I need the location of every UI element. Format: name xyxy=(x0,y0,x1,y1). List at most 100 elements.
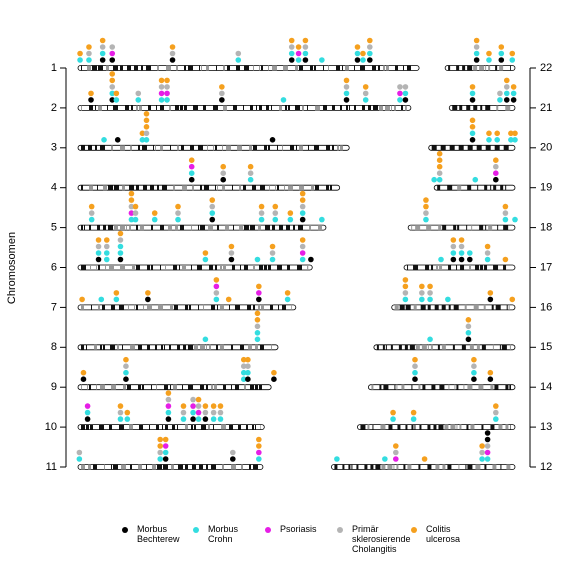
band xyxy=(160,105,164,111)
band xyxy=(252,185,256,191)
band xyxy=(381,464,386,470)
band xyxy=(211,304,215,310)
band xyxy=(427,344,429,350)
locus-dot xyxy=(109,77,116,84)
band xyxy=(253,304,255,310)
locus-dot xyxy=(436,157,443,163)
band xyxy=(278,304,279,310)
band xyxy=(314,145,319,151)
locus-dot xyxy=(247,176,254,183)
locus-dot xyxy=(269,137,276,143)
band xyxy=(177,344,180,350)
band xyxy=(506,464,511,470)
band xyxy=(499,344,501,350)
band xyxy=(215,145,217,151)
locus-dot xyxy=(469,84,476,90)
band xyxy=(439,384,445,390)
band xyxy=(129,225,131,231)
band xyxy=(84,225,85,231)
locus-dot xyxy=(487,376,494,383)
locus-dot xyxy=(109,97,116,103)
band xyxy=(307,265,309,270)
chromosome-label: 12 xyxy=(540,461,552,473)
locus-dot xyxy=(256,290,262,296)
band xyxy=(170,145,171,151)
locus-dot xyxy=(132,216,139,223)
chromosome-label: 8 xyxy=(51,341,57,353)
band xyxy=(113,105,118,111)
locus-dot xyxy=(117,256,124,263)
locus-dot xyxy=(202,409,209,416)
band xyxy=(308,145,309,151)
band xyxy=(453,304,459,310)
band xyxy=(220,304,224,310)
locus-dot xyxy=(509,50,516,57)
band xyxy=(244,225,249,231)
band xyxy=(441,344,446,350)
band xyxy=(111,464,112,470)
locus-dot xyxy=(143,130,150,137)
band xyxy=(444,424,449,430)
locus-dot xyxy=(254,330,261,336)
locus-dot xyxy=(484,456,491,462)
band xyxy=(496,105,499,111)
band xyxy=(203,304,204,310)
band xyxy=(211,464,216,470)
band xyxy=(253,265,255,270)
band xyxy=(236,65,240,71)
band xyxy=(467,384,473,390)
locus-dot xyxy=(77,50,83,57)
band xyxy=(509,384,511,390)
band xyxy=(158,304,163,310)
band xyxy=(207,145,208,151)
band xyxy=(454,384,456,390)
locus-dot xyxy=(109,71,116,77)
band xyxy=(480,265,484,270)
band xyxy=(442,464,446,470)
band xyxy=(295,105,300,111)
band xyxy=(414,424,416,430)
locus-dot xyxy=(117,403,124,409)
band xyxy=(248,344,252,350)
locus-dot xyxy=(103,237,110,243)
locus-dot xyxy=(143,137,150,143)
band xyxy=(360,65,365,71)
chromosome-label: 6 xyxy=(51,261,57,273)
locus-dot xyxy=(465,317,472,323)
band xyxy=(91,304,92,310)
band xyxy=(430,344,433,350)
locus-dot xyxy=(410,409,417,416)
locus-dot xyxy=(80,369,87,376)
locus-dot xyxy=(510,90,517,97)
band xyxy=(260,185,265,191)
band xyxy=(479,225,484,231)
band xyxy=(232,265,235,270)
locus-dot xyxy=(95,237,102,243)
band xyxy=(173,265,177,270)
locus-dot xyxy=(219,84,225,90)
band xyxy=(81,65,82,71)
band xyxy=(151,384,152,390)
locus-dot xyxy=(360,57,366,63)
locus-dot xyxy=(188,170,195,176)
band xyxy=(184,65,186,71)
locus-dot xyxy=(508,130,514,137)
band xyxy=(81,145,85,151)
locus-dot xyxy=(465,336,472,343)
band xyxy=(143,185,147,191)
band xyxy=(288,185,293,191)
locus-dot xyxy=(195,403,202,409)
locus-dot xyxy=(164,84,170,90)
locus-dot xyxy=(484,436,491,443)
band xyxy=(93,464,97,470)
band xyxy=(136,225,138,231)
band xyxy=(255,384,258,390)
locus-dot xyxy=(402,277,409,283)
band xyxy=(505,105,511,111)
band xyxy=(286,225,290,231)
band xyxy=(405,105,407,111)
locus-dot xyxy=(486,137,492,143)
y-axis-label: Chromosomen xyxy=(6,232,18,304)
locus-dot xyxy=(498,50,505,57)
